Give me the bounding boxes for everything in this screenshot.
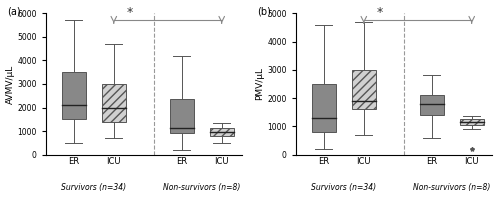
Text: Non-survivors (n=8): Non-survivors (n=8) xyxy=(163,183,240,192)
Text: *: * xyxy=(127,6,133,19)
Bar xyxy=(460,119,483,125)
Text: Survivors (n=34): Survivors (n=34) xyxy=(312,183,376,192)
Bar xyxy=(352,70,376,109)
Y-axis label: PMV/μL: PMV/μL xyxy=(256,67,264,100)
Bar xyxy=(210,128,234,136)
Text: (a): (a) xyxy=(6,6,20,16)
Text: Survivors (n=34): Survivors (n=34) xyxy=(62,183,126,192)
Bar xyxy=(102,84,126,122)
Bar xyxy=(62,72,86,119)
Text: *: * xyxy=(377,6,383,19)
Bar xyxy=(420,95,444,115)
Y-axis label: AVMV/μL: AVMV/μL xyxy=(6,64,15,104)
Bar xyxy=(170,99,194,133)
Bar xyxy=(312,84,336,132)
Text: Non-survivors (n=8): Non-survivors (n=8) xyxy=(413,183,490,192)
Text: (b): (b) xyxy=(256,6,270,16)
